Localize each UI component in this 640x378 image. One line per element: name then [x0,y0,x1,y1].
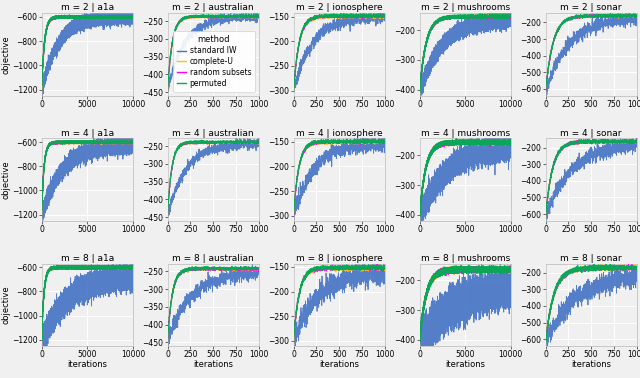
Y-axis label: objective: objective [1,35,10,74]
X-axis label: iterations: iterations [319,361,359,369]
Title: m = 8 | a1a: m = 8 | a1a [61,254,114,263]
X-axis label: iterations: iterations [571,361,611,369]
Title: m = 4 | australian: m = 4 | australian [172,129,254,138]
Legend: standard IW, complete-U, random subsets, permuted: standard IW, complete-U, random subsets,… [173,31,255,92]
Title: m = 4 | sonar: m = 4 | sonar [561,129,622,138]
Title: m = 8 | ionosphere: m = 8 | ionosphere [296,254,383,263]
Title: m = 4 | ionosphere: m = 4 | ionosphere [296,129,383,138]
Title: m = 4 | a1a: m = 4 | a1a [61,129,114,138]
Title: m = 2 | ionosphere: m = 2 | ionosphere [296,3,383,12]
Title: m = 8 | mushrooms: m = 8 | mushrooms [420,254,510,263]
Y-axis label: objective: objective [1,160,10,199]
Title: m = 2 | sonar: m = 2 | sonar [561,3,622,12]
Title: m = 2 | australian: m = 2 | australian [172,3,254,12]
Title: m = 2 | a1a: m = 2 | a1a [61,3,114,12]
X-axis label: iterations: iterations [445,361,485,369]
Title: m = 8 | sonar: m = 8 | sonar [561,254,622,263]
Y-axis label: objective: objective [1,285,10,324]
Title: m = 4 | mushrooms: m = 4 | mushrooms [420,129,509,138]
Title: m = 2 | mushrooms: m = 2 | mushrooms [420,3,509,12]
Title: m = 8 | australian: m = 8 | australian [172,254,254,263]
X-axis label: iterations: iterations [67,361,108,369]
X-axis label: iterations: iterations [193,361,233,369]
